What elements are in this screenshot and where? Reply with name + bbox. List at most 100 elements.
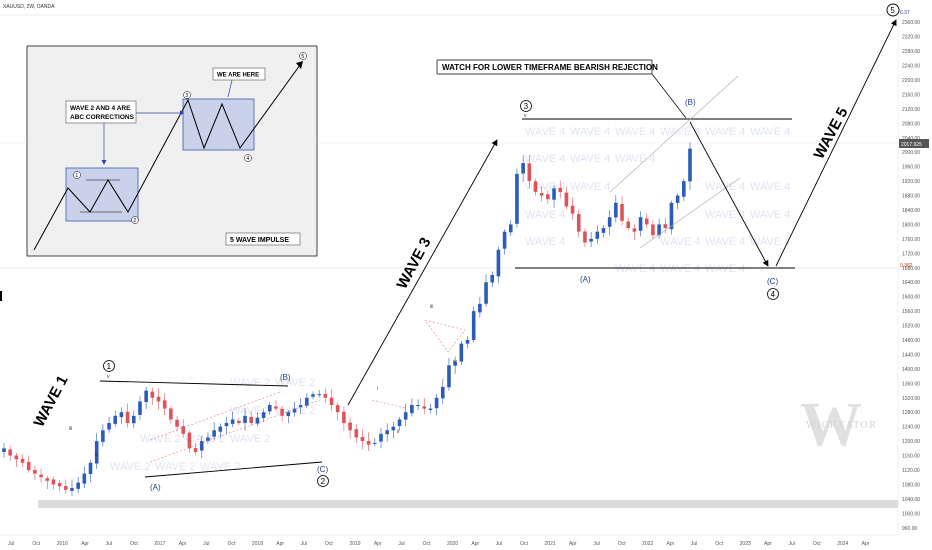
minor-iv: iv bbox=[95, 452, 99, 458]
x-tick-label: Oct bbox=[520, 541, 528, 547]
callout-pointer bbox=[651, 73, 687, 119]
candle-body bbox=[45, 478, 50, 481]
x-tick-label: 2018 bbox=[252, 541, 263, 547]
x-tick-label: Apr bbox=[471, 541, 479, 547]
candle-body bbox=[416, 405, 420, 406]
svg-text:2: 2 bbox=[321, 477, 326, 486]
candle-body bbox=[156, 396, 161, 402]
y-tick-label: 2240.00 bbox=[902, 64, 920, 70]
inset-here-box bbox=[212, 67, 266, 81]
svg-text:WAVE 4: WAVE 4 bbox=[525, 126, 565, 138]
svg-text:WICKTATOR: WICKTATOR bbox=[806, 420, 877, 431]
svg-text:WAVE 2: WAVE 2 bbox=[230, 377, 270, 389]
y-tick-label: 1360.00 bbox=[902, 381, 920, 387]
x-tick-label: Apr bbox=[81, 541, 89, 547]
callout-box bbox=[436, 59, 653, 75]
svg-text:W: W bbox=[800, 391, 862, 459]
svg-text:1: 1 bbox=[75, 173, 78, 179]
minor-flag bbox=[371, 399, 406, 409]
candle-body bbox=[329, 397, 334, 405]
x-tick-label: Apr bbox=[764, 541, 772, 547]
y-tick-label: 1760.00 bbox=[902, 237, 920, 243]
minor-iii-2: iii bbox=[430, 304, 433, 310]
candle-body bbox=[131, 415, 136, 424]
wave-5-marker: 5 bbox=[886, 3, 900, 17]
price-axis[interactable] bbox=[898, 0, 932, 550]
svg-text:WAVE 4: WAVE 4 bbox=[705, 126, 745, 138]
inset-n1: 1 bbox=[73, 171, 81, 179]
candle-body bbox=[533, 181, 538, 192]
candle-body bbox=[317, 394, 321, 396]
candle-body bbox=[583, 231, 587, 243]
wave2-lower-line bbox=[144, 461, 323, 478]
candle-body bbox=[539, 193, 544, 196]
candle-body bbox=[107, 423, 111, 430]
x-tick-label: 2019 bbox=[349, 541, 360, 547]
candle-body bbox=[8, 449, 12, 456]
svg-text:WAVE 4: WAVE 4 bbox=[705, 236, 745, 248]
candle-body bbox=[33, 470, 37, 474]
wave4-watermark: WAVE 4 WAVE 4 WAVE 4 WAVE 4 WAVE 4 WAVE … bbox=[525, 126, 790, 275]
candle-body bbox=[453, 361, 457, 366]
candle-body bbox=[274, 406, 278, 409]
x-tick-label: 2017 bbox=[154, 541, 165, 547]
left-edge-marker bbox=[0, 291, 2, 301]
candle-body bbox=[212, 430, 216, 437]
inset-box-wave4 bbox=[182, 98, 255, 151]
x-tick-label: Jul bbox=[593, 541, 599, 547]
candle-body bbox=[385, 430, 389, 435]
svg-text:WAVE 4: WAVE 4 bbox=[750, 236, 790, 248]
x-tick-label: Apr bbox=[667, 541, 675, 547]
candle-body bbox=[206, 437, 210, 441]
candle-body bbox=[638, 217, 643, 231]
x-tick-label: Oct bbox=[813, 541, 821, 547]
y-tick-label: 1280.00 bbox=[902, 410, 920, 416]
candle-body bbox=[620, 203, 624, 221]
current-price: 2017.925 bbox=[901, 142, 922, 148]
candle-body bbox=[199, 441, 204, 451]
candle-body bbox=[70, 488, 74, 491]
y-tick-label: 1840.00 bbox=[902, 208, 920, 214]
candle-body bbox=[175, 419, 179, 427]
candle-body bbox=[595, 231, 600, 239]
candle-body bbox=[366, 440, 371, 445]
x-tick-label: 2023 bbox=[740, 541, 751, 547]
candle-body bbox=[570, 205, 575, 214]
minor-v: v bbox=[107, 374, 110, 380]
x-tick-label: 2016 bbox=[57, 541, 68, 547]
svg-text:WAVE 4: WAVE 4 bbox=[525, 209, 565, 221]
minor-v-2: v bbox=[524, 113, 527, 119]
candle-body bbox=[614, 202, 618, 218]
candle-body bbox=[342, 411, 346, 424]
y-tick-label: 1080.00 bbox=[902, 482, 920, 488]
candle-body bbox=[292, 408, 297, 413]
candle-body bbox=[39, 474, 43, 478]
svg-text:WAVE 4: WAVE 4 bbox=[525, 236, 565, 248]
svg-text:WAVE 2: WAVE 2 bbox=[230, 433, 270, 445]
x-tick-label: Jul bbox=[8, 541, 14, 547]
candle-body bbox=[20, 458, 25, 463]
candle-body bbox=[94, 441, 99, 464]
y-tick-label: 2080.00 bbox=[902, 121, 920, 127]
svg-text:WAVE 2: WAVE 2 bbox=[155, 461, 195, 473]
candle-body bbox=[125, 411, 130, 424]
svg-text:WAVE 4: WAVE 4 bbox=[660, 126, 700, 138]
candle-body bbox=[230, 419, 235, 424]
wicktator-logo: W WICKTATOR bbox=[800, 391, 877, 459]
x-tick-label: Apr bbox=[276, 541, 284, 547]
svg-text:1: 1 bbox=[107, 362, 112, 371]
candle-body bbox=[502, 231, 507, 249]
svg-text:WAVE 4: WAVE 4 bbox=[750, 181, 790, 193]
candle-body bbox=[552, 188, 556, 200]
y-tick-label: 1240.00 bbox=[902, 425, 920, 431]
candle-body bbox=[576, 214, 581, 232]
candle-body bbox=[335, 405, 340, 413]
candlestick-series bbox=[2, 142, 692, 496]
candle-body bbox=[397, 419, 402, 427]
candle-body bbox=[626, 221, 630, 229]
wave2-c-label: (C) bbox=[317, 465, 328, 474]
x-tick-label: Jul bbox=[398, 541, 404, 547]
candle-body bbox=[403, 412, 408, 420]
channel-upper bbox=[609, 75, 739, 193]
